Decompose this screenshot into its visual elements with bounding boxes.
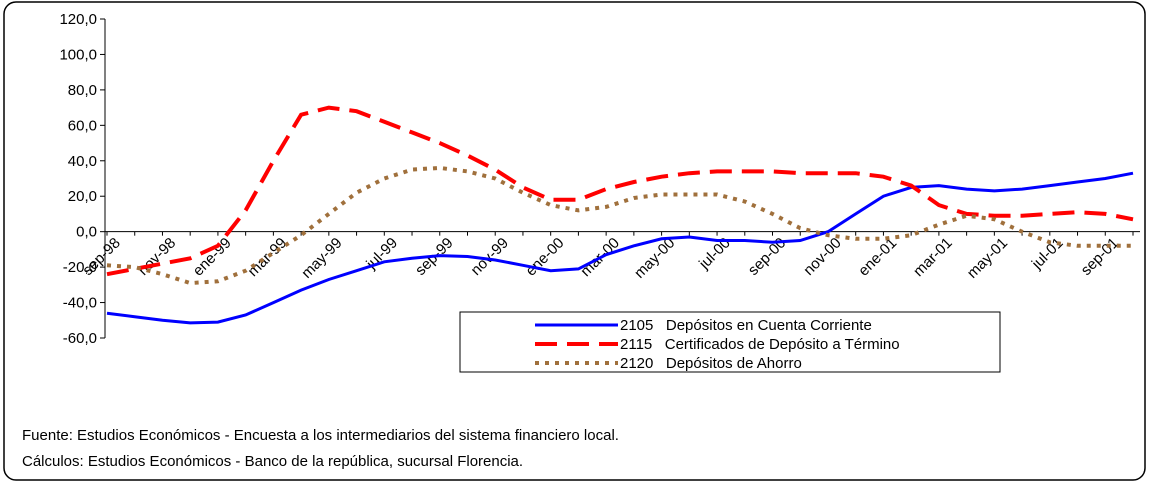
y-tick-label: 100,0 bbox=[59, 46, 97, 63]
calc-note: Cálculos: Estudios Económicos - Banco de… bbox=[22, 453, 523, 470]
y-tick-label: -40,0 bbox=[63, 295, 97, 312]
y-tick-label: 20,0 bbox=[68, 188, 97, 205]
series-line bbox=[106, 171, 1134, 325]
series-line bbox=[106, 165, 1133, 286]
legend-label: 2105 Depósitos en Cuenta Corriente bbox=[620, 317, 872, 334]
chart-frame bbox=[3, 1, 1146, 481]
y-tick-label: -60,0 bbox=[63, 330, 97, 347]
y-tick-label: 80,0 bbox=[68, 82, 97, 99]
series-line bbox=[106, 105, 1134, 277]
y-tick-label: 0,0 bbox=[76, 224, 97, 241]
y-tick-label: 40,0 bbox=[68, 153, 97, 170]
source-note: Fuente: Estudios Económicos - Encuesta a… bbox=[22, 427, 619, 444]
legend-label: 2120 Depósitos de Ahorro bbox=[620, 355, 802, 372]
legend-label: 2115 Certificados de Depósito a Término bbox=[620, 336, 900, 353]
y-tick-label: -20,0 bbox=[63, 259, 97, 276]
y-tick-label: 120,0 bbox=[59, 11, 97, 28]
y-tick-label: 60,0 bbox=[68, 117, 97, 134]
